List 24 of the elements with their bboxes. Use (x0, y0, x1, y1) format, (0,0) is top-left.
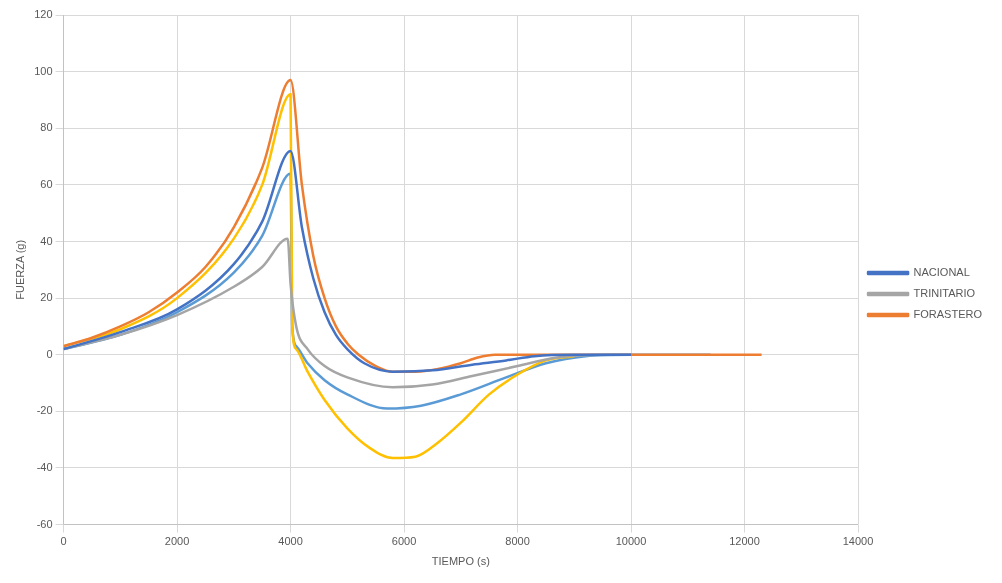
x-tick-label: 14000 (842, 535, 874, 548)
y-tick-label: 40 (40, 234, 53, 247)
legend-label: TRINITARIO (913, 287, 976, 300)
y-tick-label: -40 (36, 461, 53, 474)
line-series (63, 149, 633, 373)
x-tick-label: 4000 (278, 535, 303, 548)
x-tick-label: 10000 (615, 535, 647, 548)
x-tick-label: 6000 (391, 535, 417, 548)
y-tick-label: 100 (34, 64, 53, 77)
x-tick-label: 8000 (505, 535, 530, 548)
y-tick-label: 0 (46, 347, 53, 360)
x-tick-label: 12000 (729, 535, 760, 548)
y-tick-label: -20 (36, 404, 53, 417)
legend-label: FORASTERO (913, 308, 983, 321)
x-tick-label: 0 (60, 535, 67, 548)
y-tick-label: 120 (34, 8, 53, 21)
y-tick-label: 60 (40, 177, 53, 190)
y-tick-label: 20 (40, 291, 53, 304)
legend-label: NACIONAL (913, 266, 970, 279)
y-tick-label: -60 (36, 517, 53, 530)
x-axis-title: TIEMPO (s) (431, 555, 490, 568)
y-tick-label: 80 (40, 121, 53, 134)
x-tick-label: 2000 (164, 535, 190, 548)
y-axis-title: FUERZA (g) (13, 239, 26, 300)
